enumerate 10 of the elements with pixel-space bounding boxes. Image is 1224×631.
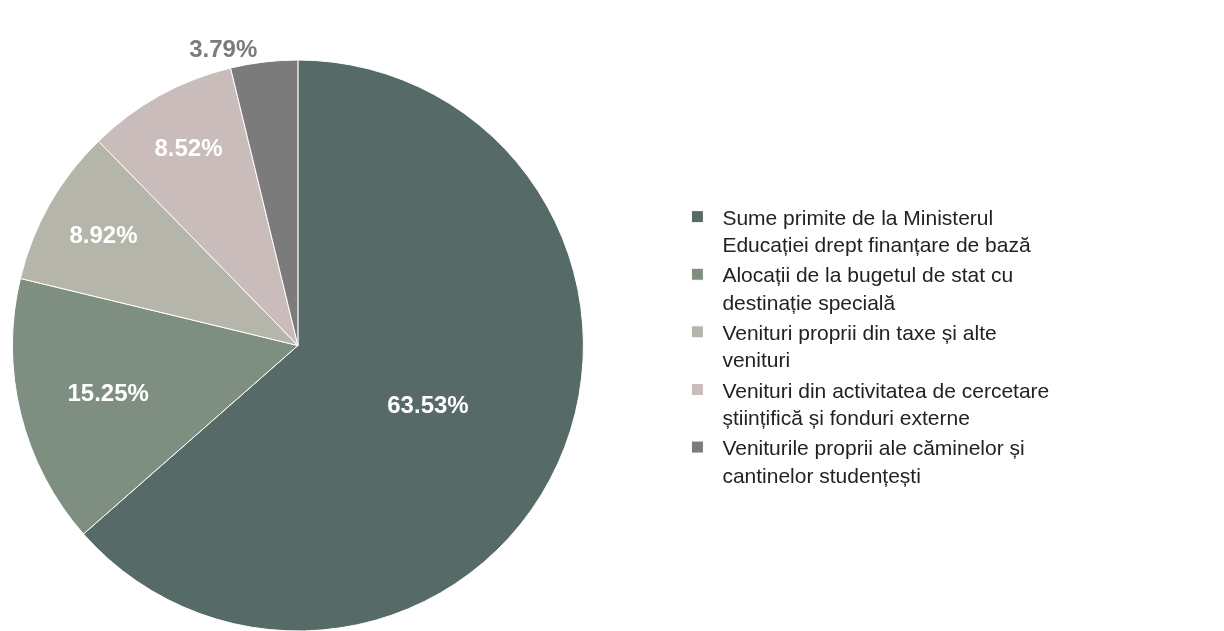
legend-label: Venituri din activitatea de cercetare științifică și fonduri externe: [722, 378, 1050, 429]
legend-label: Veniturile proprii ale căminelor și cantinelor studențești: [722, 436, 1025, 487]
legend-label: Sume primite de la Ministerul Educației drept finanțare de bază: [722, 205, 1031, 257]
data-label: 3.79%: [189, 35, 258, 63]
legend-label: Alocații de la bugetul de stat cu destinație specială: [722, 263, 1014, 314]
data-label: 8.52%: [154, 134, 223, 162]
data-label: 15.25%: [67, 378, 149, 406]
data-label: 8.92%: [69, 221, 138, 249]
legend-label: Venituri proprii din taxe și alte venituri: [722, 321, 997, 372]
data-label: 63.53%: [387, 390, 469, 418]
